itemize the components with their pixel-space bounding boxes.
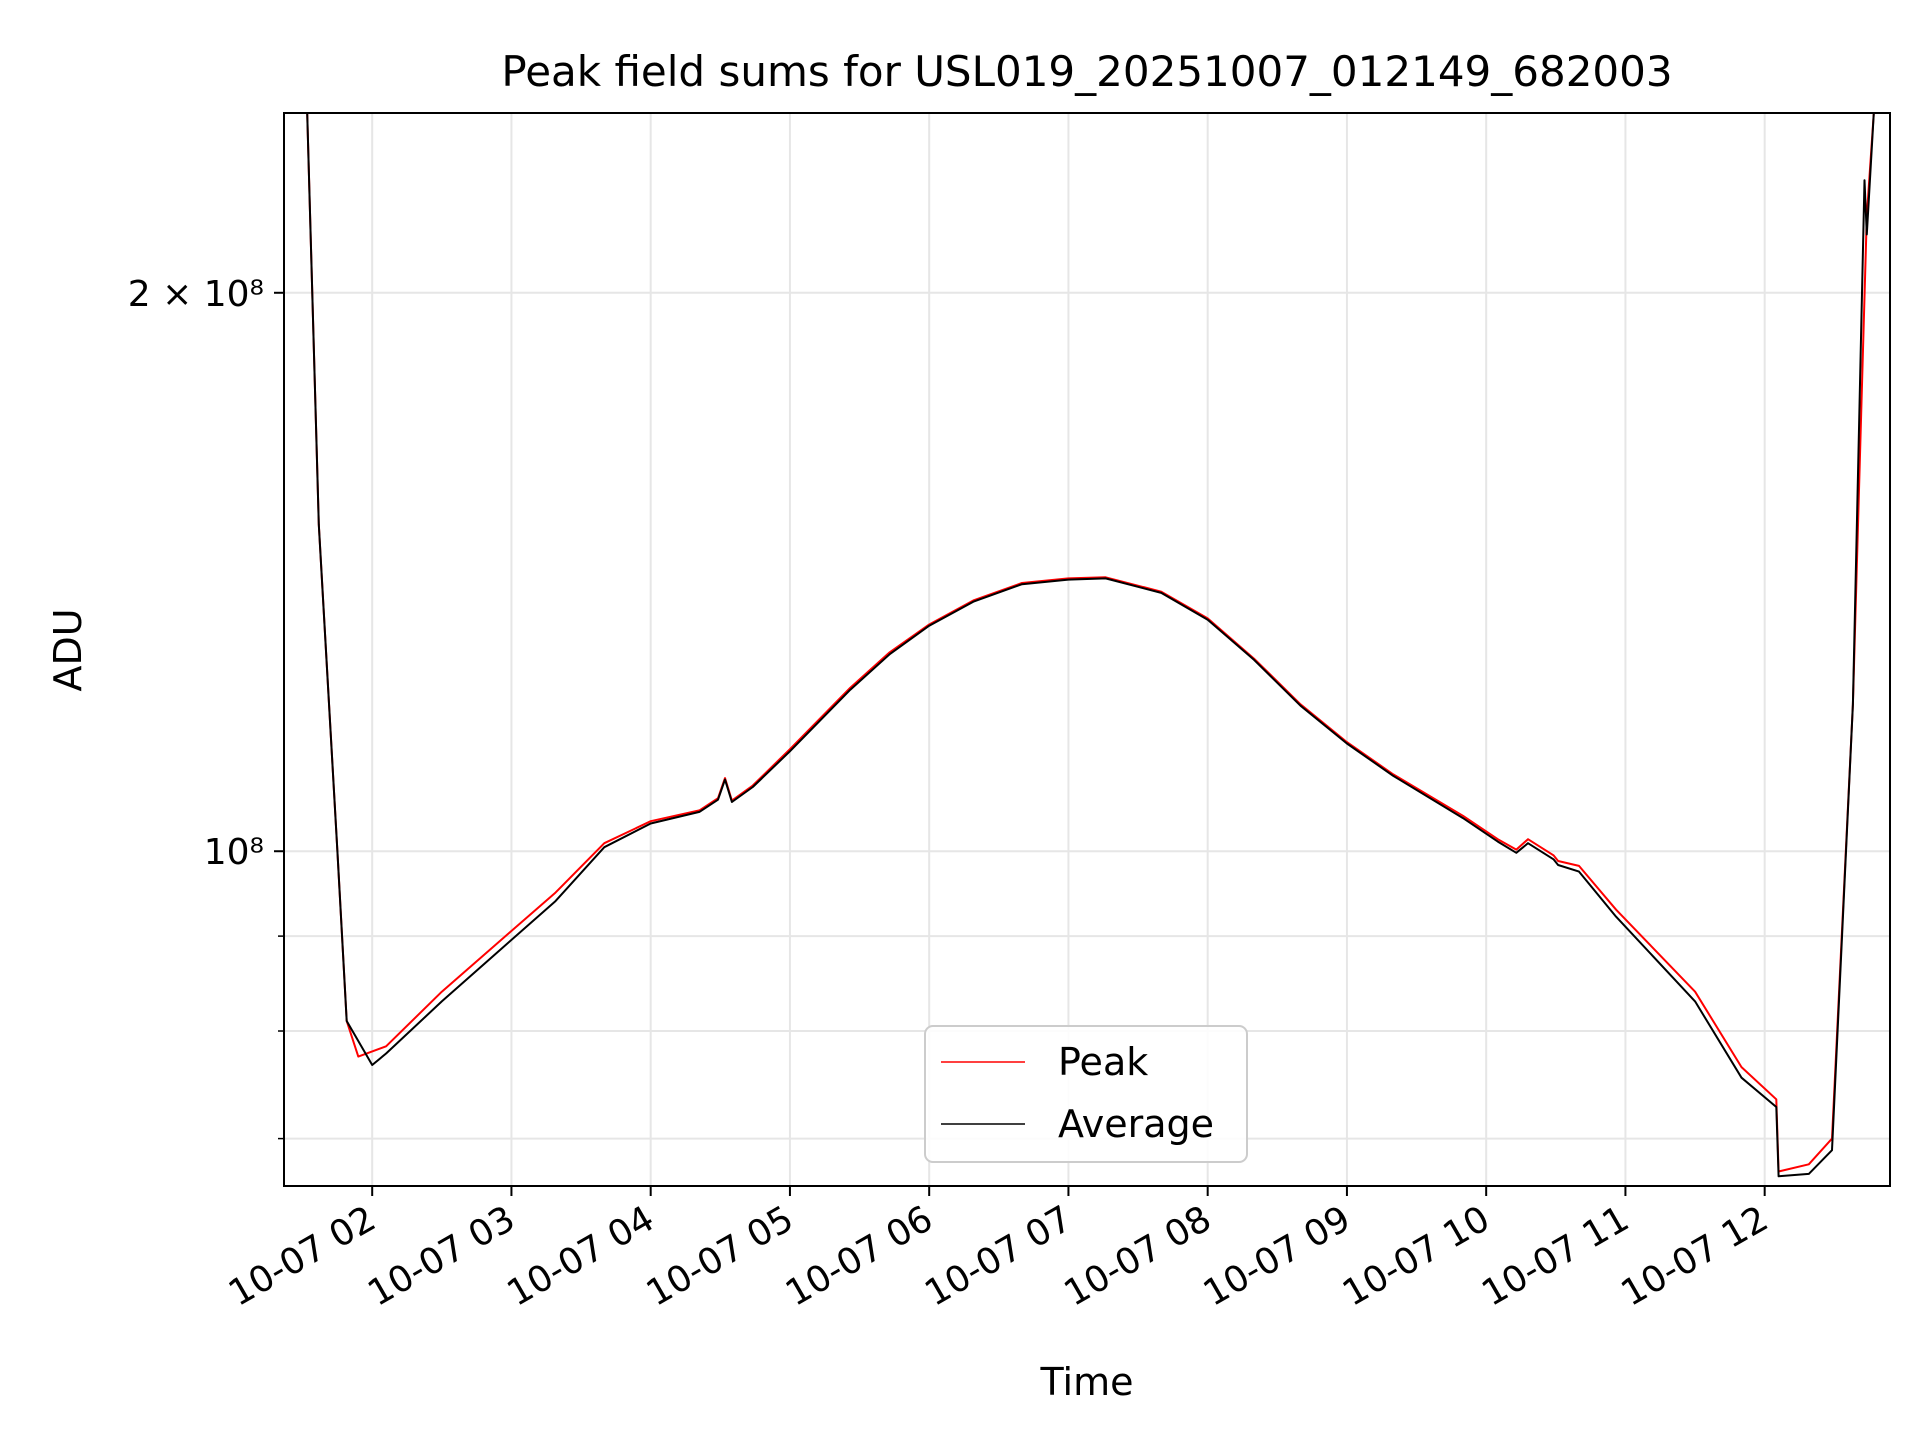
y-tick-label: 10⁸ — [204, 832, 264, 873]
legend-label-peak: Peak — [1058, 1040, 1148, 1084]
chart-title: Peak field sums for USL019_20251007_0121… — [501, 47, 1672, 96]
x-axis-label: Time — [1040, 1360, 1134, 1404]
series-line-peak — [306, 113, 1875, 1173]
legend: Peak Average — [924, 1025, 1248, 1163]
y-tick-label: 2 × 10⁸ — [128, 274, 264, 315]
legend-box — [924, 1025, 1248, 1163]
series-layer — [306, 113, 1875, 1178]
y-axis-label: ADU — [46, 608, 90, 691]
legend-label-average: Average — [1058, 1102, 1214, 1146]
series-line-average — [306, 113, 1875, 1178]
plot-frame — [283, 112, 1891, 1187]
